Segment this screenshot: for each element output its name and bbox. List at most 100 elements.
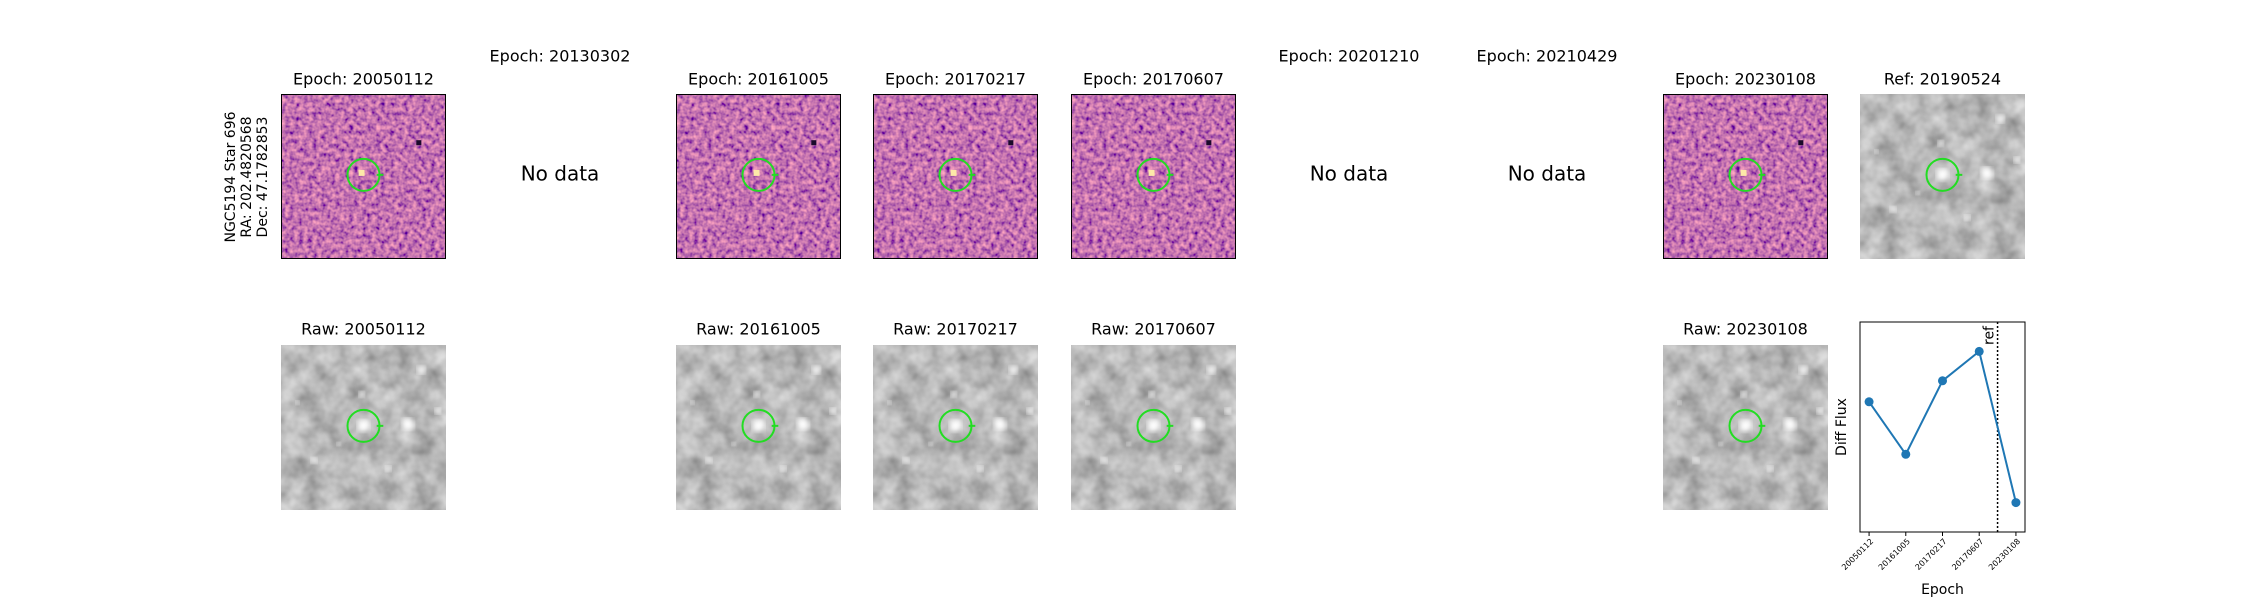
star bbox=[1767, 465, 1774, 472]
panel-title: Raw: 20230108 bbox=[1683, 320, 1808, 339]
star bbox=[1192, 418, 1205, 431]
star bbox=[336, 442, 341, 446]
dark-pixel bbox=[811, 140, 817, 146]
image-noise bbox=[281, 94, 446, 259]
star bbox=[1009, 365, 1018, 374]
x-tick-label: 20161005 bbox=[1877, 537, 1912, 572]
panel-title: Epoch: 20161005 bbox=[688, 70, 829, 89]
star bbox=[1936, 168, 1949, 181]
star bbox=[358, 391, 365, 398]
star bbox=[1739, 419, 1752, 432]
bright-pixel bbox=[1740, 169, 1747, 176]
panel-title: Epoch: 20130302 bbox=[490, 47, 631, 66]
diff-image bbox=[281, 94, 446, 259]
star bbox=[994, 418, 1007, 431]
star bbox=[1147, 419, 1160, 432]
star bbox=[1101, 457, 1107, 464]
star bbox=[829, 408, 836, 414]
star bbox=[1148, 391, 1155, 398]
panel-title: Raw: 20161005 bbox=[696, 320, 821, 339]
panel-title: Raw: 20170607 bbox=[1091, 320, 1216, 339]
no-data-message: No data bbox=[1508, 162, 1587, 186]
panel-title: Epoch: 20201210 bbox=[1279, 47, 1420, 66]
diff-image bbox=[676, 94, 841, 259]
diff-image bbox=[1071, 94, 1236, 259]
star bbox=[1915, 191, 1920, 195]
star bbox=[1937, 140, 1944, 147]
panel-title: Raw: 20170217 bbox=[893, 320, 1018, 339]
star bbox=[1996, 114, 2005, 123]
star bbox=[1784, 418, 1797, 431]
star bbox=[1816, 408, 1823, 414]
bright-pixel bbox=[1148, 169, 1155, 176]
panel-title: Epoch: 20210429 bbox=[1477, 47, 1618, 66]
star bbox=[2013, 157, 2020, 163]
row-label-line: Dec: 47.1782853 bbox=[255, 117, 271, 238]
raw-image bbox=[676, 345, 841, 510]
star bbox=[731, 442, 736, 446]
x-tick-label: 20170607 bbox=[1950, 537, 1985, 572]
raw-image bbox=[1663, 345, 1828, 510]
star bbox=[1718, 442, 1723, 446]
row-label-line: NGC5194 Star 696 bbox=[223, 111, 239, 242]
x-tick-label: 20050112 bbox=[1840, 537, 1875, 572]
star bbox=[690, 400, 695, 405]
panel-title: Raw: 20050112 bbox=[301, 320, 426, 339]
bright-pixel bbox=[753, 169, 760, 176]
y-axis-label: Diff Flux bbox=[1834, 398, 1850, 456]
star bbox=[1693, 457, 1699, 464]
star bbox=[1890, 206, 1896, 213]
dark-pixel bbox=[1206, 140, 1212, 146]
bright-pixel bbox=[358, 169, 365, 176]
panel-title: Epoch: 20170607 bbox=[1083, 70, 1224, 89]
image-noise bbox=[676, 94, 841, 259]
star bbox=[1740, 391, 1747, 398]
diff-image bbox=[873, 94, 1038, 259]
no-data-message: No data bbox=[1310, 162, 1389, 186]
data-point bbox=[1974, 346, 1984, 356]
diff-image bbox=[1663, 94, 1828, 259]
star bbox=[950, 391, 957, 398]
star bbox=[1874, 149, 1879, 154]
star bbox=[1677, 400, 1682, 405]
image-noise bbox=[873, 94, 1038, 259]
raw-image bbox=[281, 345, 446, 510]
x-tick-label: 20170217 bbox=[1914, 537, 1949, 572]
dark-pixel bbox=[1798, 140, 1804, 146]
image-frame bbox=[676, 94, 841, 259]
raw-image bbox=[1071, 345, 1236, 510]
data-point bbox=[2011, 498, 2021, 508]
star bbox=[1126, 442, 1131, 446]
star bbox=[1026, 408, 1033, 414]
star bbox=[385, 465, 392, 472]
star bbox=[752, 419, 765, 432]
star bbox=[812, 365, 821, 374]
dark-pixel bbox=[1008, 140, 1014, 146]
data-point bbox=[1901, 449, 1911, 459]
star bbox=[1981, 167, 1994, 180]
panel-title: Epoch: 20230108 bbox=[1675, 70, 1816, 89]
star bbox=[402, 418, 415, 431]
series-line bbox=[1868, 349, 2017, 503]
panel-title: Ref: 20190524 bbox=[1884, 70, 2001, 89]
panel-title: Epoch: 20050112 bbox=[293, 70, 434, 89]
panel-title: Epoch: 20170217 bbox=[885, 70, 1026, 89]
star bbox=[706, 457, 712, 464]
raw-image bbox=[1860, 94, 2025, 259]
star bbox=[797, 418, 810, 431]
star bbox=[977, 465, 984, 472]
star bbox=[1964, 214, 1971, 221]
row-label-line: RA: 202.4820568 bbox=[239, 116, 255, 237]
image-noise bbox=[1663, 94, 1828, 259]
star bbox=[434, 408, 441, 414]
image-frame bbox=[1071, 94, 1236, 259]
x-tick-label: 20230108 bbox=[1987, 537, 2022, 572]
plot-frame bbox=[1859, 321, 2026, 533]
no-data-message: No data bbox=[521, 162, 600, 186]
star bbox=[311, 457, 317, 464]
image-frame bbox=[1663, 94, 1828, 259]
star bbox=[1085, 400, 1090, 405]
raw-image bbox=[873, 345, 1038, 510]
star bbox=[1207, 365, 1216, 374]
